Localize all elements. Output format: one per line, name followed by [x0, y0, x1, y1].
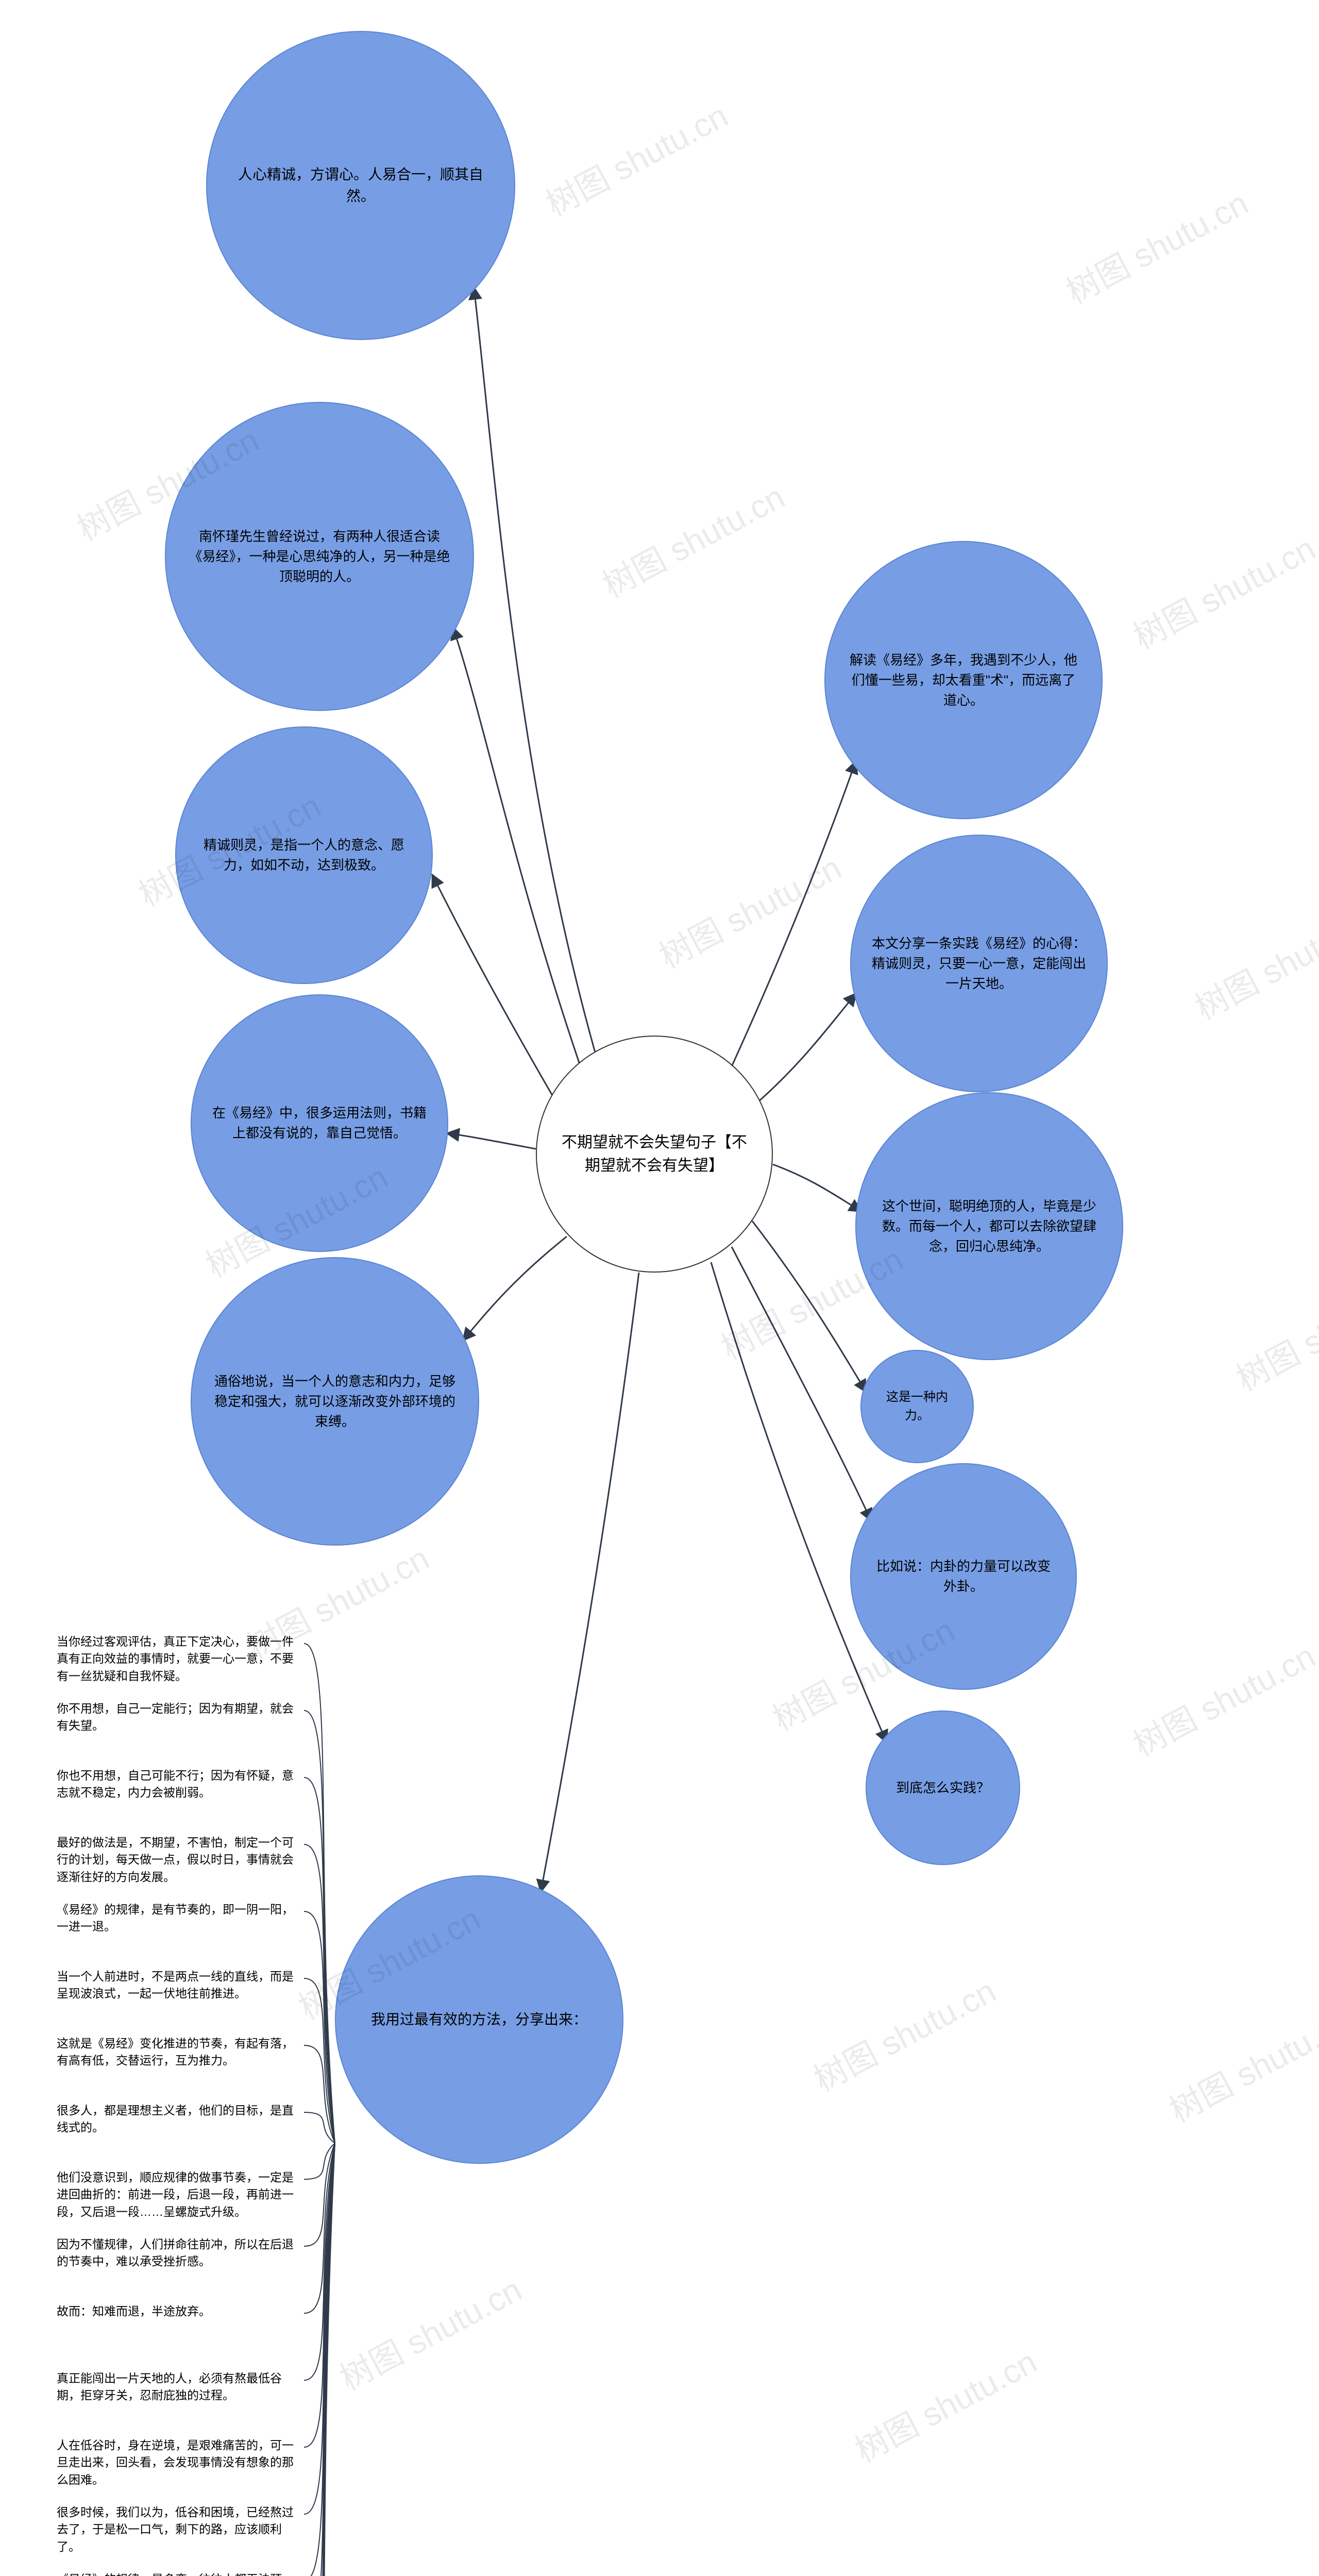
watermark: 树图 shutu.cn [1160, 1996, 1319, 2131]
leaf-connector [304, 2143, 335, 2576]
leaf-connector [304, 1710, 335, 2143]
leaf-item: 真正能闯出一片天地的人，必须有熬最低谷期，拒穿牙关，忍耐庇独的过程。 [57, 2370, 299, 2404]
watermark: 树图 shutu.cn [536, 90, 735, 225]
edge [541, 1273, 639, 1891]
leaf-item: 这就是《易经》变化推进的节奏，有起有落，有高有低，交替运行，互为推力。 [57, 2035, 299, 2070]
edge [448, 1133, 536, 1149]
branch-node[interactable]: 解读《易经》多年，我遇到不少人，他们懂一些易，却太看重"术"，而远离了道心。 [824, 541, 1103, 819]
branch-node[interactable]: 这个世间，聪明绝顶的人，毕竟是少数。而每一个人，都可以去除欲望肆念，回归心思纯净… [855, 1092, 1123, 1360]
watermark: 树图 shutu.cn [1186, 893, 1319, 1029]
leaf-item: 你不用想，自己一定能行；因为有期望，就会有失望。 [57, 1700, 299, 1735]
leaf-connector [304, 2143, 335, 2576]
leaf-connector [304, 2143, 335, 2246]
leaf-connector [304, 2143, 335, 2576]
leaf-connector [304, 1777, 335, 2143]
leaf-item: 最好的做法是，不期望，不害怕，制定一个可行的计划，每天做一点，假以时日，事情就会… [57, 1834, 299, 1886]
branch-node[interactable]: 人心精诚，方谓心。人易合一，顺其自然。 [206, 31, 515, 340]
node-label: 我用过最有效的方法，分享出来： [371, 2009, 587, 2030]
leaf-connector [304, 2045, 335, 2143]
watermark: 树图 shutu.cn [330, 2264, 529, 2399]
node-label: 精诚则灵，是指一个人的意念、愿力，如如不动，达到极致。 [197, 835, 411, 875]
leaf-item: 很多人，都是理想主义者，他们的目标，是直线式的。 [57, 2102, 299, 2137]
leaf-connector [304, 2143, 335, 2313]
edge [433, 876, 556, 1103]
leaf-connector [304, 2143, 335, 2380]
mindmap-canvas: 不期望就不会失望句子【不期望就不会有失望】 人心精诚，方谓心。人易合一，顺其自然。… [0, 0, 1319, 2576]
watermark: 树图 shutu.cn [1057, 177, 1256, 313]
leaf-item: 他们没意识到，顺应规律的做事节奏，一定是进回曲折的：前进一段，后退一段，再前进一… [57, 2169, 299, 2221]
leaf-item: 人在低谷时，身在逆境，是艰难痛苦的，可一旦走出来，回头看，会发现事情没有想象的那… [57, 2437, 299, 2488]
node-label: 到底怎么实践？ [896, 1778, 990, 1798]
leaf-item: 故而：知难而退，半途放弃。 [57, 2303, 299, 2320]
leaf-item: 你也不用想，自己可能不行；因为有怀疑，意志就不稳定，内力会被削弱。 [57, 1767, 299, 1802]
watermark: 树图 shutu.cn [593, 471, 792, 606]
leaf-item: 因为不懂规律，人们拼命往前冲，所以在后退的节奏中，难以承受挫折感。 [57, 2236, 299, 2270]
branch-node[interactable]: 在《易经》中，很多运用法则，书籍上都没有说的，靠自己觉悟。 [191, 994, 448, 1252]
node-label: 本文分享一条实践《易经》的心得：精诚则灵，只要一心一意，定能闯出一片天地。 [872, 934, 1086, 994]
leaf-connector [304, 2143, 335, 2576]
node-label: 这是一种内力。 [882, 1388, 952, 1425]
leaf-connector [304, 2143, 335, 2447]
watermark: 树图 shutu.cn [1227, 1264, 1319, 1400]
edge [732, 1247, 871, 1520]
branch-node[interactable]: 精诚则灵，是指一个人的意念、愿力，如如不动，达到极致。 [175, 726, 433, 984]
node-label: 南怀瑾先生曾经说过，有两种人很适合读《易经》，一种是心思纯净的人，另一种是绝顶聪… [187, 527, 452, 587]
edge [711, 1262, 886, 1741]
leaf-connector [304, 2143, 335, 2576]
branch-node[interactable]: 到底怎么实践？ [866, 1710, 1020, 1865]
branch-node[interactable]: 南怀瑾先生曾经说过，有两种人很适合读《易经》，一种是心思纯净的人，另一种是绝顶聪… [165, 402, 474, 711]
leaf-item: 很多时候，我们以为，低谷和困境，已经熬过去了，于是松一口气，剩下的路，应该顺利了… [57, 2504, 299, 2555]
leaf-connector [304, 2112, 335, 2143]
leaf-connector [304, 1643, 335, 2143]
branch-node[interactable]: 我用过最有效的方法，分享出来： [335, 1875, 623, 2164]
center-node[interactable]: 不期望就不会失望句子【不期望就不会有失望】 [536, 1036, 773, 1273]
node-label: 比如说：内卦的力量可以改变外卦。 [872, 1556, 1055, 1597]
node-label: 通俗地说，当一个人的意志和内力，足够稳定和强大，就可以逐渐改变外部环境的束缚。 [212, 1371, 458, 1432]
node-label: 在《易经》中，很多运用法则，书籍上都没有说的，靠自己觉悟。 [212, 1103, 427, 1143]
leaf-connector [304, 1911, 335, 2143]
edge [732, 762, 855, 1066]
leaf-connector [304, 1844, 335, 2143]
watermark: 树图 shutu.cn [1124, 522, 1319, 658]
node-label: 这个世间，聪明绝顶的人，毕竟是少数。而每一个人，都可以去除欲望肆念，回归心思纯净… [877, 1196, 1102, 1257]
leaf-item: 当一个人前进时，不是两点一线的直线，而是呈现波浪式，一起一伏地往前推进。 [57, 1968, 299, 2003]
edge [464, 1236, 567, 1340]
leaf-connector [304, 2143, 335, 2576]
leaf-item: 《易经》的规律，是多变，往往人都无法预测，做成一件事，要经历多次反复。 [57, 2571, 299, 2576]
node-label: 不期望就不会失望句子【不期望就不会有失望】 [557, 1131, 751, 1177]
branch-node[interactable]: 本文分享一条实践《易经》的心得：精诚则灵，只要一心一意，定能闯出一片天地。 [850, 835, 1108, 1092]
watermark: 树图 shutu.cn [1124, 1630, 1319, 1766]
branch-node[interactable]: 这是一种内力。 [860, 1350, 974, 1463]
watermark: 树图 shutu.cn [845, 2336, 1044, 2471]
edge [757, 994, 855, 1103]
leaf-connector [304, 2143, 335, 2179]
watermark: 树图 shutu.cn [650, 842, 849, 977]
edge [474, 289, 598, 1061]
node-label: 解读《易经》多年，我遇到不少人，他们懂一些易，却太看重"术"，而远离了道心。 [846, 650, 1081, 710]
branch-node[interactable]: 通俗地说，当一个人的意志和内力，足够稳定和强大，就可以逐渐改变外部环境的束缚。 [191, 1257, 479, 1546]
branch-node[interactable]: 比如说：内卦的力量可以改变外卦。 [850, 1463, 1077, 1690]
leaf-connector [304, 2143, 335, 2514]
leaf-item: 当你经过客观评估，真正下定决心，要做一件真有正向效益的事情时，就要一心一意，不要… [57, 1633, 299, 1685]
leaf-connector [304, 2143, 335, 2576]
leaf-connector [304, 1978, 335, 2143]
edge [453, 629, 582, 1072]
watermark: 树图 shutu.cn [804, 1965, 1003, 2100]
leaf-item: 《易经》的规律，是有节奏的，即一阴一阳，一进一退。 [57, 1901, 299, 1936]
edge [752, 1221, 866, 1391]
edge [773, 1164, 860, 1211]
node-label: 人心精诚，方谓心。人易合一，顺其自然。 [228, 164, 494, 207]
